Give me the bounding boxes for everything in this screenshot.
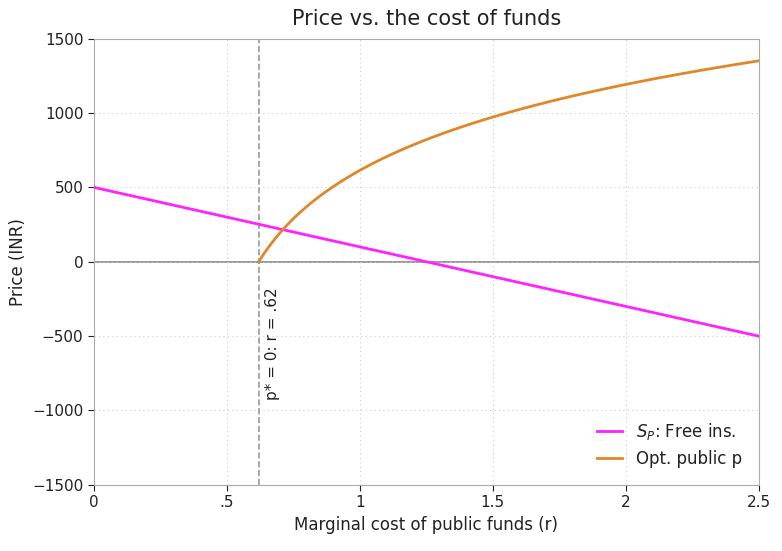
Opt. public p [754,58,763,64]
Legend: $S_P$: Free ins., Opt. public p: $S_P$: Free ins., Opt. public p [589,413,750,477]
Title: Price vs. the cost of funds: Price vs. the cost of funds [292,9,561,29]
Text: p* = 0: r = .62: p* = 0: r = .62 [265,287,280,400]
Opt. public p [254,258,264,265]
Y-axis label: Price (INR): Price (INR) [9,218,27,306]
Opt. public p [491,113,500,120]
Opt. public p [525,104,534,110]
Opt. public p [742,60,752,66]
Opt. public p [551,96,561,103]
Line: Opt. public p: Opt. public p [259,61,759,262]
Opt. public p [664,73,673,79]
Opt. public p [494,112,504,118]
X-axis label: Marginal cost of public funds (r): Marginal cost of public funds (r) [294,516,558,534]
